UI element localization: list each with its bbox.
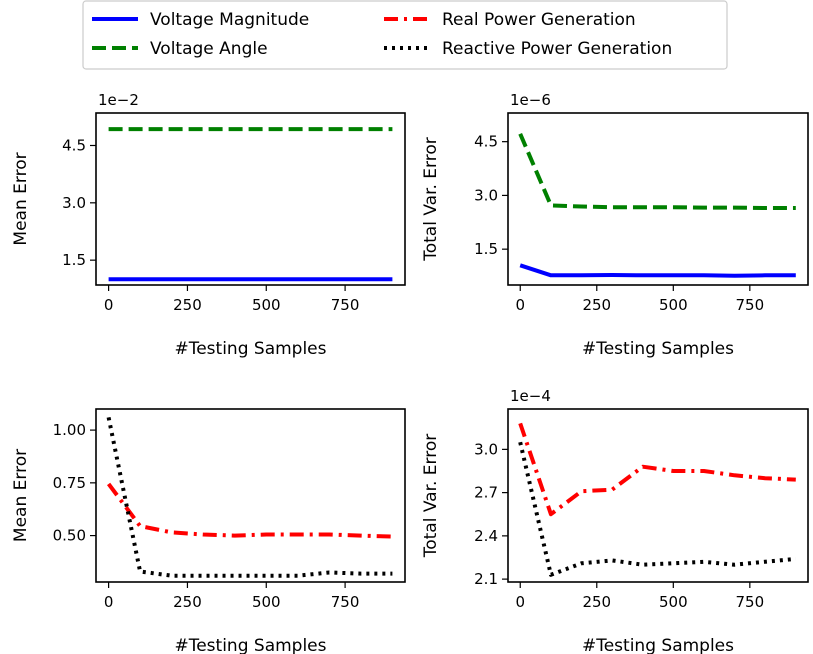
x-tick-label: 250: [173, 296, 202, 314]
y-axis-label: Mean Error: [11, 152, 31, 245]
x-tick-label: 500: [659, 593, 688, 611]
legend-frame: [82, 0, 728, 70]
y-tick-label: 2.7: [474, 484, 498, 502]
y-tick-label: 2.4: [474, 527, 498, 545]
y-tick-label: 3.0: [474, 440, 498, 458]
y-tick-label: 3.0: [474, 186, 498, 204]
y-tick-label: 1.5: [62, 251, 86, 269]
axis-offset-text: 1e−6: [510, 91, 551, 109]
x-tick-label: 250: [582, 593, 611, 611]
x-tick-label: 750: [331, 296, 360, 314]
series-line: [106, 416, 393, 578]
y-tick-label: 3.0: [62, 194, 86, 212]
legend-label: Voltage Magnitude: [150, 10, 309, 30]
plot-frame: [507, 112, 809, 286]
y-tick-label: 4.5: [62, 136, 86, 154]
x-tick-label: 750: [736, 593, 765, 611]
axis-offset-text: 1e−2: [98, 91, 139, 109]
x-tick-label: 250: [582, 296, 611, 314]
axis-offset-text: 1e−4: [510, 387, 551, 405]
x-tick-label: 0: [515, 296, 525, 314]
x-tick-label: 500: [252, 593, 281, 611]
y-axis-label: Total Var. Error: [421, 137, 441, 262]
x-tick-label: 500: [252, 296, 281, 314]
chart-panel: 0 250 500 750 1.5 3.0 4.5 1e−2 #Testing Samples M…: [11, 91, 406, 359]
legend: Voltage Magnitude Voltage Angle Real Power…: [82, 0, 728, 70]
x-tick-label: 750: [331, 593, 360, 611]
x-tick-label: 750: [736, 296, 765, 314]
y-tick-label: 0.50: [53, 527, 86, 545]
y-tick-label: 1.00: [53, 421, 86, 439]
x-tick-label: 0: [104, 296, 114, 314]
plot-frame: [95, 408, 406, 583]
chart-panel: 0 250 500 750 0.50 0.75 1.00 #Testing Samples Me…: [11, 408, 406, 654]
x-axis-label: #Testing Samples: [582, 636, 734, 654]
x-axis-label: #Testing Samples: [174, 339, 326, 359]
y-axis-label: Mean Error: [11, 449, 31, 542]
series-line: [518, 441, 796, 577]
plot-frame: [95, 112, 406, 286]
legend-label: Reactive Power Generation: [442, 39, 672, 59]
plot-frame: [507, 408, 809, 583]
legend-label: Voltage Angle: [150, 39, 268, 59]
series-line: [518, 422, 796, 517]
chart-panels: 0 250 500 750 1.5 3.0 4.5 1e−2 #Testing Samples M…: [11, 91, 809, 654]
x-tick-label: 0: [515, 593, 525, 611]
y-tick-label: 0.75: [53, 474, 86, 492]
x-tick-label: 0: [104, 593, 114, 611]
y-axis-label: Total Var. Error: [421, 434, 441, 559]
x-axis-label: #Testing Samples: [174, 636, 326, 654]
x-axis-label: #Testing Samples: [582, 339, 734, 359]
x-tick-label: 250: [173, 593, 202, 611]
series-line: [518, 133, 796, 210]
y-tick-label: 1.5: [474, 240, 498, 258]
chart-panel: 0 250 500 750 2.1 2.4 2.7 3.0 1e−4 #Testing Sampl…: [421, 387, 809, 654]
x-tick-label: 500: [659, 296, 688, 314]
y-tick-label: 2.1: [474, 570, 498, 588]
y-tick-label: 4.5: [474, 133, 498, 151]
chart-panel: 0 250 500 750 1.5 3.0 4.5 1e−6 #Testing Samples T…: [421, 91, 809, 359]
legend-label: Real Power Generation: [442, 10, 636, 30]
series-line: [519, 263, 796, 278]
series-line: [106, 482, 393, 539]
